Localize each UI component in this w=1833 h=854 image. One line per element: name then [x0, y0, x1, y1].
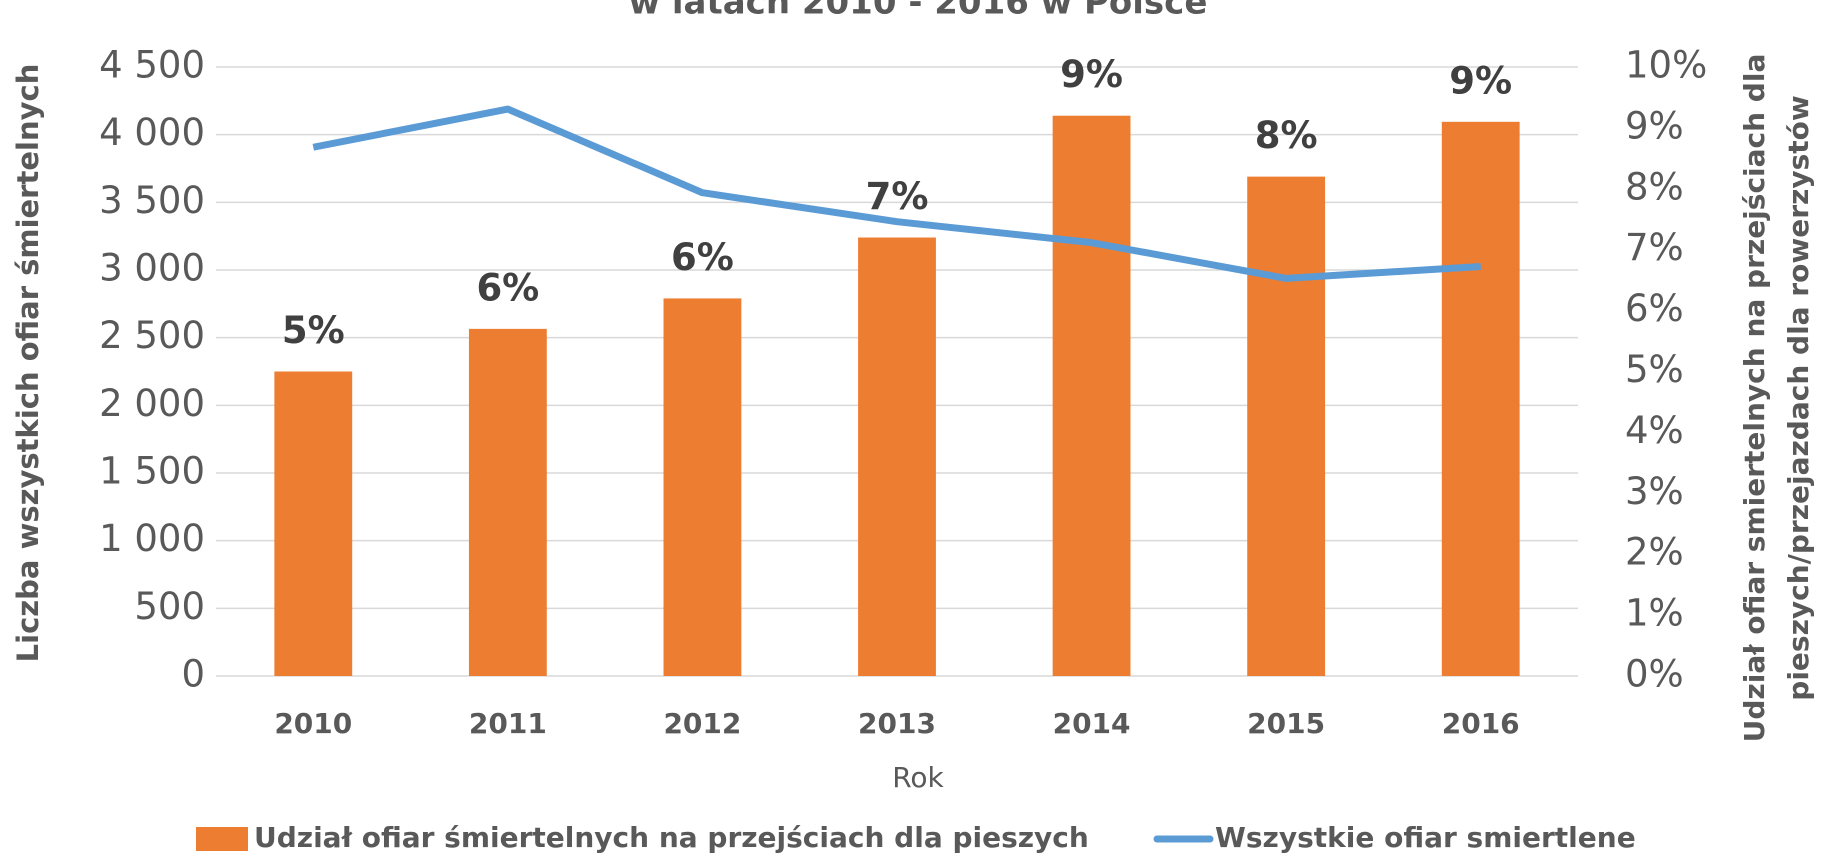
y2-axis-title: pieszych/przejazdach dla rowerzystów [1782, 95, 1815, 700]
x-tick-label: 2016 [1442, 707, 1520, 740]
data-label: 6% [476, 266, 539, 309]
bar [1441, 121, 1520, 676]
x-tick-label: 2010 [274, 707, 352, 740]
y2-tick-label: 5% [1625, 348, 1684, 391]
y-tick-label: 4 500 [99, 44, 205, 87]
y-tick-label: 2 000 [99, 382, 205, 425]
legend-label: Wszystkie ofiar smiertlene [1215, 821, 1636, 854]
y2-tick-label: 3% [1625, 470, 1684, 513]
y-tick-label: 0 [181, 653, 205, 696]
y2-tick-label: 0% [1625, 653, 1684, 696]
x-tick-label: 2012 [663, 707, 741, 740]
y-tick-label: 3 000 [99, 247, 205, 290]
line [312, 105, 1481, 282]
y2-axis-title: Udział ofiar smiertelnych na przejściach… [1738, 54, 1771, 743]
x-tick-label: 2014 [1053, 707, 1131, 740]
bar [274, 371, 353, 676]
legend-swatch [196, 827, 248, 851]
y2-tick-label: 2% [1625, 531, 1684, 574]
x-tick-label: 2011 [469, 707, 547, 740]
y-tick-label: 1 500 [99, 450, 205, 493]
y-tick-label: 4 000 [99, 111, 205, 154]
y2-tick-label: 6% [1625, 287, 1684, 330]
data-label: 6% [671, 236, 734, 279]
data-label: 5% [282, 309, 345, 352]
y-tick-label: 500 [134, 585, 205, 628]
y-tick-label: 1 000 [99, 517, 205, 560]
bar [1247, 176, 1326, 676]
x-axis-title: Rok [892, 761, 944, 794]
y-axis-title: Liczba wszystkich ofiar śmiertelnych [11, 64, 45, 663]
data-label: 9% [1449, 59, 1512, 102]
chart-title: w latach 2010 - 2016 w Polsce [629, 0, 1208, 23]
y-tick-label: 2 500 [99, 314, 205, 357]
x-tick-label: 2013 [858, 707, 936, 740]
bar [468, 328, 547, 676]
y2-tick-label: 9% [1625, 104, 1684, 147]
data-label: 7% [866, 175, 929, 218]
bar [663, 298, 742, 676]
y2-tick-label: 10% [1625, 44, 1707, 87]
bar [858, 237, 936, 676]
x-tick-label: 2015 [1247, 707, 1325, 740]
y2-tick-label: 7% [1625, 226, 1684, 269]
y2-tick-label: 4% [1625, 409, 1684, 452]
data-label: 8% [1255, 114, 1318, 157]
data-label: 9% [1060, 53, 1123, 96]
y2-tick-label: 1% [1625, 592, 1684, 635]
bar [1052, 115, 1131, 677]
legend-label: Udział ofiar śmiertelnych na przejściach… [254, 821, 1089, 854]
y2-tick-label: 8% [1625, 165, 1684, 208]
y-tick-label: 3 500 [99, 179, 205, 222]
